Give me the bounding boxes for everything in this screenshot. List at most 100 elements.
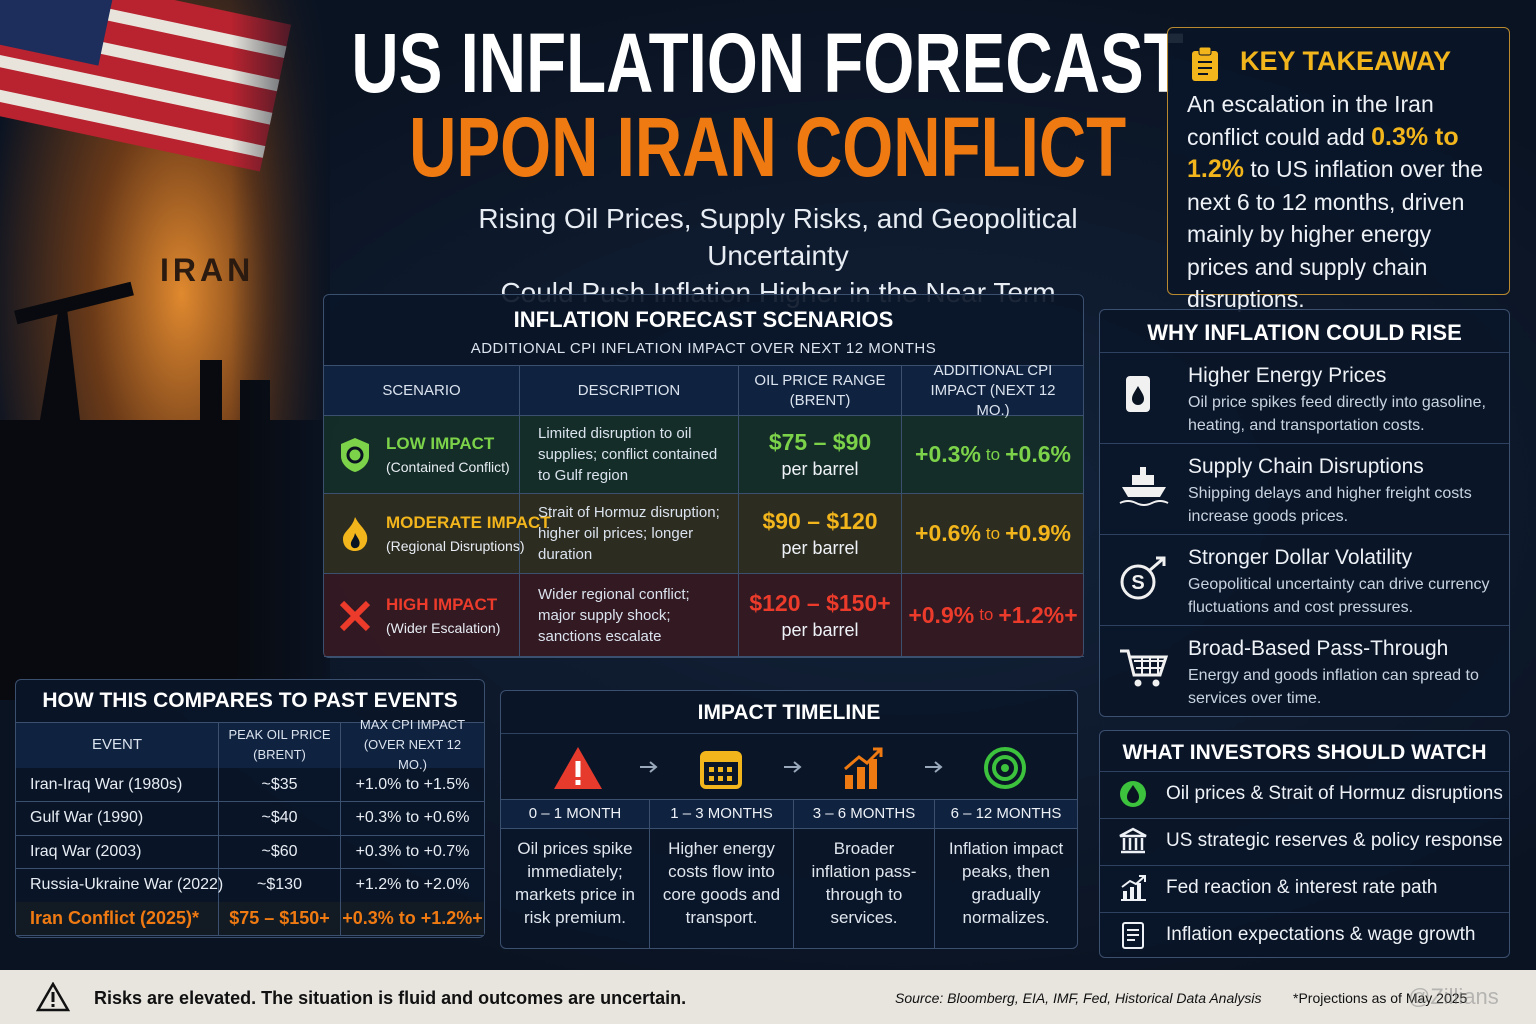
- scenario-qualifier: (Regional Disruptions): [386, 538, 525, 554]
- timeline-text: Inflation impact peaks, then gradually n…: [948, 839, 1064, 927]
- timeline-icon: [552, 745, 604, 796]
- column-header: MAX CPI IMPACT (OVER NEXT 12 MO.): [359, 717, 466, 772]
- table-cell: Gulf War (1990): [16, 801, 219, 836]
- scenario-icon: [338, 436, 372, 479]
- reason-icon: [1118, 645, 1170, 694]
- scenario-icon: [338, 515, 372, 558]
- watch-icon-shape: [1120, 781, 1146, 807]
- timeline-arrow-shape: [784, 761, 802, 773]
- divider: [1100, 865, 1509, 866]
- column-header: ADDITIONAL CPI IMPACT (NEXT 12 MO.): [930, 361, 1056, 419]
- panel-title: INFLATION FORECAST SCENARIOS: [513, 307, 894, 332]
- scenario-icon: [338, 597, 372, 640]
- cpi-from: +0.6%: [915, 520, 981, 546]
- scenario-cell: MODERATE IMPACT (Regional Disruptions): [324, 494, 551, 574]
- table-cell: ~$40: [219, 801, 341, 836]
- cpi-cell: +0.6% to +0.9%: [902, 494, 1084, 574]
- warning-icon: [36, 982, 70, 1012]
- table-cell: Iran Conflict (2025)*: [16, 902, 219, 937]
- reason-icon: [1118, 463, 1170, 512]
- table-header-bg: [16, 722, 484, 768]
- takeaway-text: An escalation in the Iran conflict could…: [1187, 88, 1497, 316]
- table-header-bg: [324, 365, 1083, 416]
- divider: [501, 733, 1077, 734]
- column-header: EVENT: [16, 722, 219, 768]
- divider: [1100, 625, 1509, 626]
- svg-text:S: S: [1131, 572, 1144, 594]
- cpi-to: +0.9%: [1005, 520, 1071, 546]
- subtitle-line: Rising Oil Prices, Supply Risks, and Geo…: [478, 203, 1078, 271]
- cpi-from: +0.3%: [915, 441, 981, 467]
- column-header: SCENARIO: [324, 365, 520, 416]
- title-line-1: US INFLATION FORECAST: [0, 18, 1536, 108]
- scenario-icon-shape: [343, 517, 368, 551]
- row-bg: [324, 416, 1083, 494]
- column-header: OIL PRICE RANGE (BRENT): [739, 365, 902, 416]
- panel-title: WHAT INVESTORS SHOULD WATCH: [1122, 741, 1487, 764]
- price-unit: per barrel: [781, 619, 859, 640]
- cpi-from: +0.9%: [908, 601, 975, 628]
- panel-subtitle: ADDITIONAL CPI INFLATION IMPACT OVER NEX…: [470, 340, 937, 357]
- table-cell: $75 – $150+: [219, 902, 341, 937]
- row-bg: [324, 494, 1083, 574]
- clipboard-icon: [1192, 46, 1218, 81]
- scenario-qualifier: (Contained Conflict): [386, 459, 510, 475]
- scenario-name: LOW IMPACT: [386, 434, 495, 453]
- table-cell: Iraq War (2003): [16, 835, 219, 870]
- price-cell: $120 – $150+ per barrel: [739, 574, 902, 657]
- timeline-text: Oil prices spike immediately; markets pr…: [501, 829, 650, 948]
- scenarios-panel: INFLATION FORECAST SCENARIOS ADDITIONAL …: [323, 294, 1084, 658]
- cpi-cell: +0.9% to +1.2%+: [902, 574, 1084, 657]
- table-cell: ~$130: [219, 868, 341, 903]
- takeaway-text-part: to US inflation over the next 6 to 12 mo…: [1187, 156, 1484, 312]
- title-text: UPON IRAN CONFLICT: [409, 100, 1127, 194]
- divider: [1100, 912, 1509, 913]
- watch-item: Fed reaction & interest rate path: [1166, 877, 1438, 898]
- reason-icon-shape: [1120, 649, 1169, 687]
- watch-icon: [1118, 779, 1148, 814]
- scenario-name: HIGH IMPACT: [386, 594, 498, 614]
- divider: [1100, 443, 1509, 444]
- cpi-word: to: [985, 523, 1001, 543]
- footer: Risks are elevated. The situation is flu…: [0, 970, 1536, 1024]
- price-cell: $75 – $90 per barrel: [739, 416, 902, 494]
- footer-source: Source: Bloomberg, EIA, IMF, Fed, Histor…: [895, 990, 1262, 1006]
- watch-icon: [1118, 920, 1148, 955]
- reason-icon-shape: [1126, 376, 1150, 412]
- timeline-icon-shape: [700, 751, 742, 789]
- table-cell: +0.3% to +1.2%+: [341, 902, 484, 937]
- key-takeaway: KEY TAKEAWAY An escalation in the Iran c…: [1167, 27, 1510, 312]
- divider: [1100, 771, 1509, 772]
- timeline-arrow-shape: [640, 761, 658, 773]
- timeline-period: 6 – 12 MONTHS: [935, 799, 1077, 829]
- divider: [1100, 352, 1509, 353]
- table-cell: ~$60: [219, 835, 341, 870]
- timeline-icon: [698, 745, 744, 796]
- past-events-panel: HOW THIS COMPARES TO PAST EVENTS EVENT PE…: [15, 679, 485, 938]
- timeline-arrow: [638, 759, 660, 780]
- timeline-arrow-shape: [925, 761, 943, 773]
- title-text: US INFLATION FORECAST: [351, 16, 1185, 110]
- title-line-2: UPON IRAN CONFLICT: [0, 102, 1536, 192]
- reason-icon: S: [1118, 554, 1170, 607]
- watch-icon: [1118, 873, 1148, 908]
- timeline-icon-shape: [984, 747, 1026, 789]
- timeline-icon-shape: [553, 747, 602, 789]
- reason-icon: [1118, 372, 1158, 421]
- watch-item: US strategic reserves & policy response: [1166, 830, 1503, 851]
- table-cell: +1.0% to +1.5%: [341, 768, 484, 802]
- reason-title: Higher Energy Prices: [1188, 364, 1387, 387]
- reason-title: Supply Chain Disruptions: [1188, 455, 1424, 478]
- table-cell: Iran-Iraq War (1980s): [16, 768, 219, 802]
- price-unit: per barrel: [781, 459, 859, 479]
- row-bg: [324, 574, 1083, 657]
- table-cell: +0.3% to +0.6%: [341, 802, 484, 836]
- price-range: $75 – $90: [768, 429, 872, 455]
- reason-icon-shape: S: [1120, 556, 1166, 600]
- divider: [1100, 818, 1509, 819]
- price-cell: $90 – $120 per barrel: [739, 494, 902, 574]
- watch-item: Oil prices & Strait of Hormuz disruption…: [1166, 783, 1503, 804]
- timeline-arrow: [782, 759, 804, 780]
- price-unit: per barrel: [781, 538, 859, 558]
